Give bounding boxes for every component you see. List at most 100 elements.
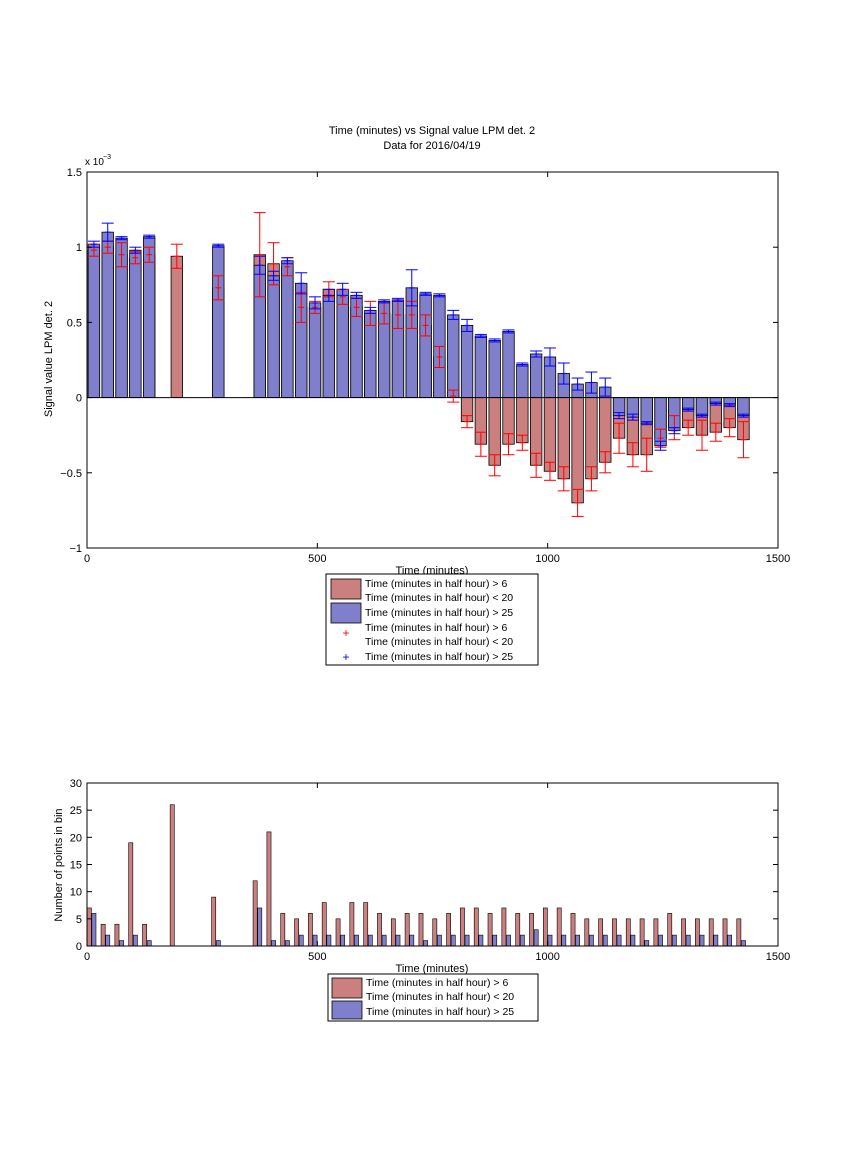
bottom-x-tick-label: 500	[308, 951, 326, 963]
count-bar-red	[473, 907, 479, 947]
count-bar-blue	[409, 934, 415, 947]
count-bar-red	[667, 913, 673, 947]
count-bar-red	[335, 918, 341, 947]
chart-subtitle: Data for 2016/04/19	[383, 140, 480, 152]
count-bar-red	[542, 907, 548, 947]
bottom-axes-frame: 0 500 1000 1500 0 5 10 15 20 25 30	[70, 778, 790, 963]
count-bar-blue	[727, 934, 733, 947]
legend-entry-red-line2: Time (minutes in half hour) < 20	[365, 592, 513, 604]
top-x-tick-label: 0	[84, 553, 90, 565]
count-bar-blue	[464, 934, 470, 947]
count-bar-blue	[257, 907, 263, 947]
count-bar-blue	[326, 934, 332, 947]
bottom-legend-swatch-blue	[331, 1000, 363, 1020]
count-bar-blue	[298, 934, 304, 947]
bottom-y-tick-label: 25	[70, 805, 82, 817]
bar-blue	[516, 364, 529, 398]
bottom-x-tick-label: 0	[84, 951, 90, 963]
count-bar-red	[487, 913, 493, 947]
count-bar-blue	[423, 940, 428, 947]
count-bar-blue	[547, 934, 553, 947]
count-bar-blue	[340, 934, 346, 947]
count-bar-red	[308, 913, 313, 947]
count-bar-red	[432, 918, 438, 947]
bottom-legend-entry-red-line2: Time (minutes in half hour) < 20	[366, 991, 514, 1003]
count-bar-red	[515, 913, 521, 947]
bar-blue	[474, 335, 488, 399]
count-bar-blue	[630, 934, 636, 947]
bottom-legend-swatch-red	[331, 977, 363, 999]
count-bar-blue	[271, 940, 276, 947]
bottom-series-red-bars	[86, 804, 742, 947]
bar-blue	[737, 397, 750, 417]
count-bar-red	[100, 923, 106, 947]
top-y-tick-label: 0	[76, 393, 82, 405]
count-bar-red	[446, 913, 451, 947]
bottom-legend-box	[327, 973, 539, 1022]
count-bar-blue	[91, 913, 97, 947]
bar-red	[571, 397, 584, 504]
count-bar-blue	[602, 934, 608, 947]
bar-blue	[267, 275, 280, 398]
bar-blue	[460, 325, 474, 398]
top-y-tick-label: 0.5	[67, 317, 82, 329]
bar-blue	[529, 353, 543, 399]
top-y-tick-label: −1	[69, 543, 82, 555]
bottom-y-tick-label: 5	[76, 914, 82, 926]
count-bar-red	[252, 880, 258, 947]
top-x-tick-label: 1000	[535, 553, 559, 565]
top-series-blue-bars	[87, 231, 750, 447]
count-bar-red	[128, 842, 134, 947]
bar-blue	[336, 288, 349, 399]
top-y-axis-label: Signal value LPM det. 2	[43, 301, 55, 417]
legend-swatch-red	[330, 578, 362, 600]
count-bar-red	[294, 918, 299, 947]
bar-blue	[308, 302, 322, 398]
bottom-y-tick-label: 10	[70, 887, 82, 899]
top-axes-frame: 0 500 1000 1500 −1 −0.5 0 0.5 1 1.5	[60, 167, 790, 565]
count-bar-red	[321, 902, 327, 947]
bottom-x-tick-label: 1000	[535, 951, 559, 963]
bar-blue	[695, 397, 709, 417]
bottom-y-tick-label: 15	[70, 860, 82, 872]
count-bar-blue	[658, 934, 663, 947]
count-bar-blue	[644, 940, 650, 947]
bar-blue	[212, 245, 225, 399]
legend-entry-blue: Time (minutes in half hour) > 25	[365, 607, 513, 619]
count-bar-blue	[519, 934, 525, 947]
legend-entry-red-err-line1: Time (minutes in half hour) > 6	[365, 622, 507, 634]
count-bar-red	[681, 918, 686, 947]
bar-blue	[447, 314, 460, 399]
count-bar-blue	[395, 934, 401, 947]
count-bar-blue	[741, 940, 746, 947]
chart-title: Time (minutes) vs Signal value LPM det. …	[329, 125, 535, 137]
bottom-y-tick-label: 20	[70, 832, 82, 844]
count-bar-blue	[478, 934, 484, 947]
count-bar-red	[363, 902, 369, 947]
count-bar-red	[529, 913, 534, 947]
count-bar-blue	[146, 940, 152, 947]
legend-marker-blue-plus: +	[342, 650, 349, 664]
count-bar-blue	[713, 934, 719, 947]
legend-entry-red-line1: Time (minutes in half hour) > 6	[365, 578, 507, 590]
top-y-tick-label: 1	[76, 242, 82, 254]
legend-entry-red-err-line2: Time (minutes in half hour) < 20	[365, 636, 513, 648]
count-bar-red	[695, 918, 700, 947]
count-bar-red	[612, 918, 617, 947]
count-bar-red	[349, 902, 355, 947]
bottom-x-tick-label: 1500	[766, 951, 790, 963]
top-legend: Time (minutes in half hour) > 6 Time (mi…	[325, 573, 539, 666]
bar-blue	[419, 293, 432, 399]
top-x-tick-label: 1500	[766, 553, 790, 565]
top-series-red-errorbars	[87, 212, 750, 517]
count-bar-blue	[575, 934, 580, 947]
count-bar-red	[736, 918, 742, 947]
count-bar-blue	[685, 934, 691, 947]
count-bar-blue	[492, 934, 498, 947]
bar-blue	[502, 331, 515, 399]
count-bar-blue	[533, 929, 539, 947]
count-bar-blue	[561, 934, 567, 947]
bar-blue	[101, 231, 114, 399]
top-x-tick-label: 500	[308, 553, 326, 565]
